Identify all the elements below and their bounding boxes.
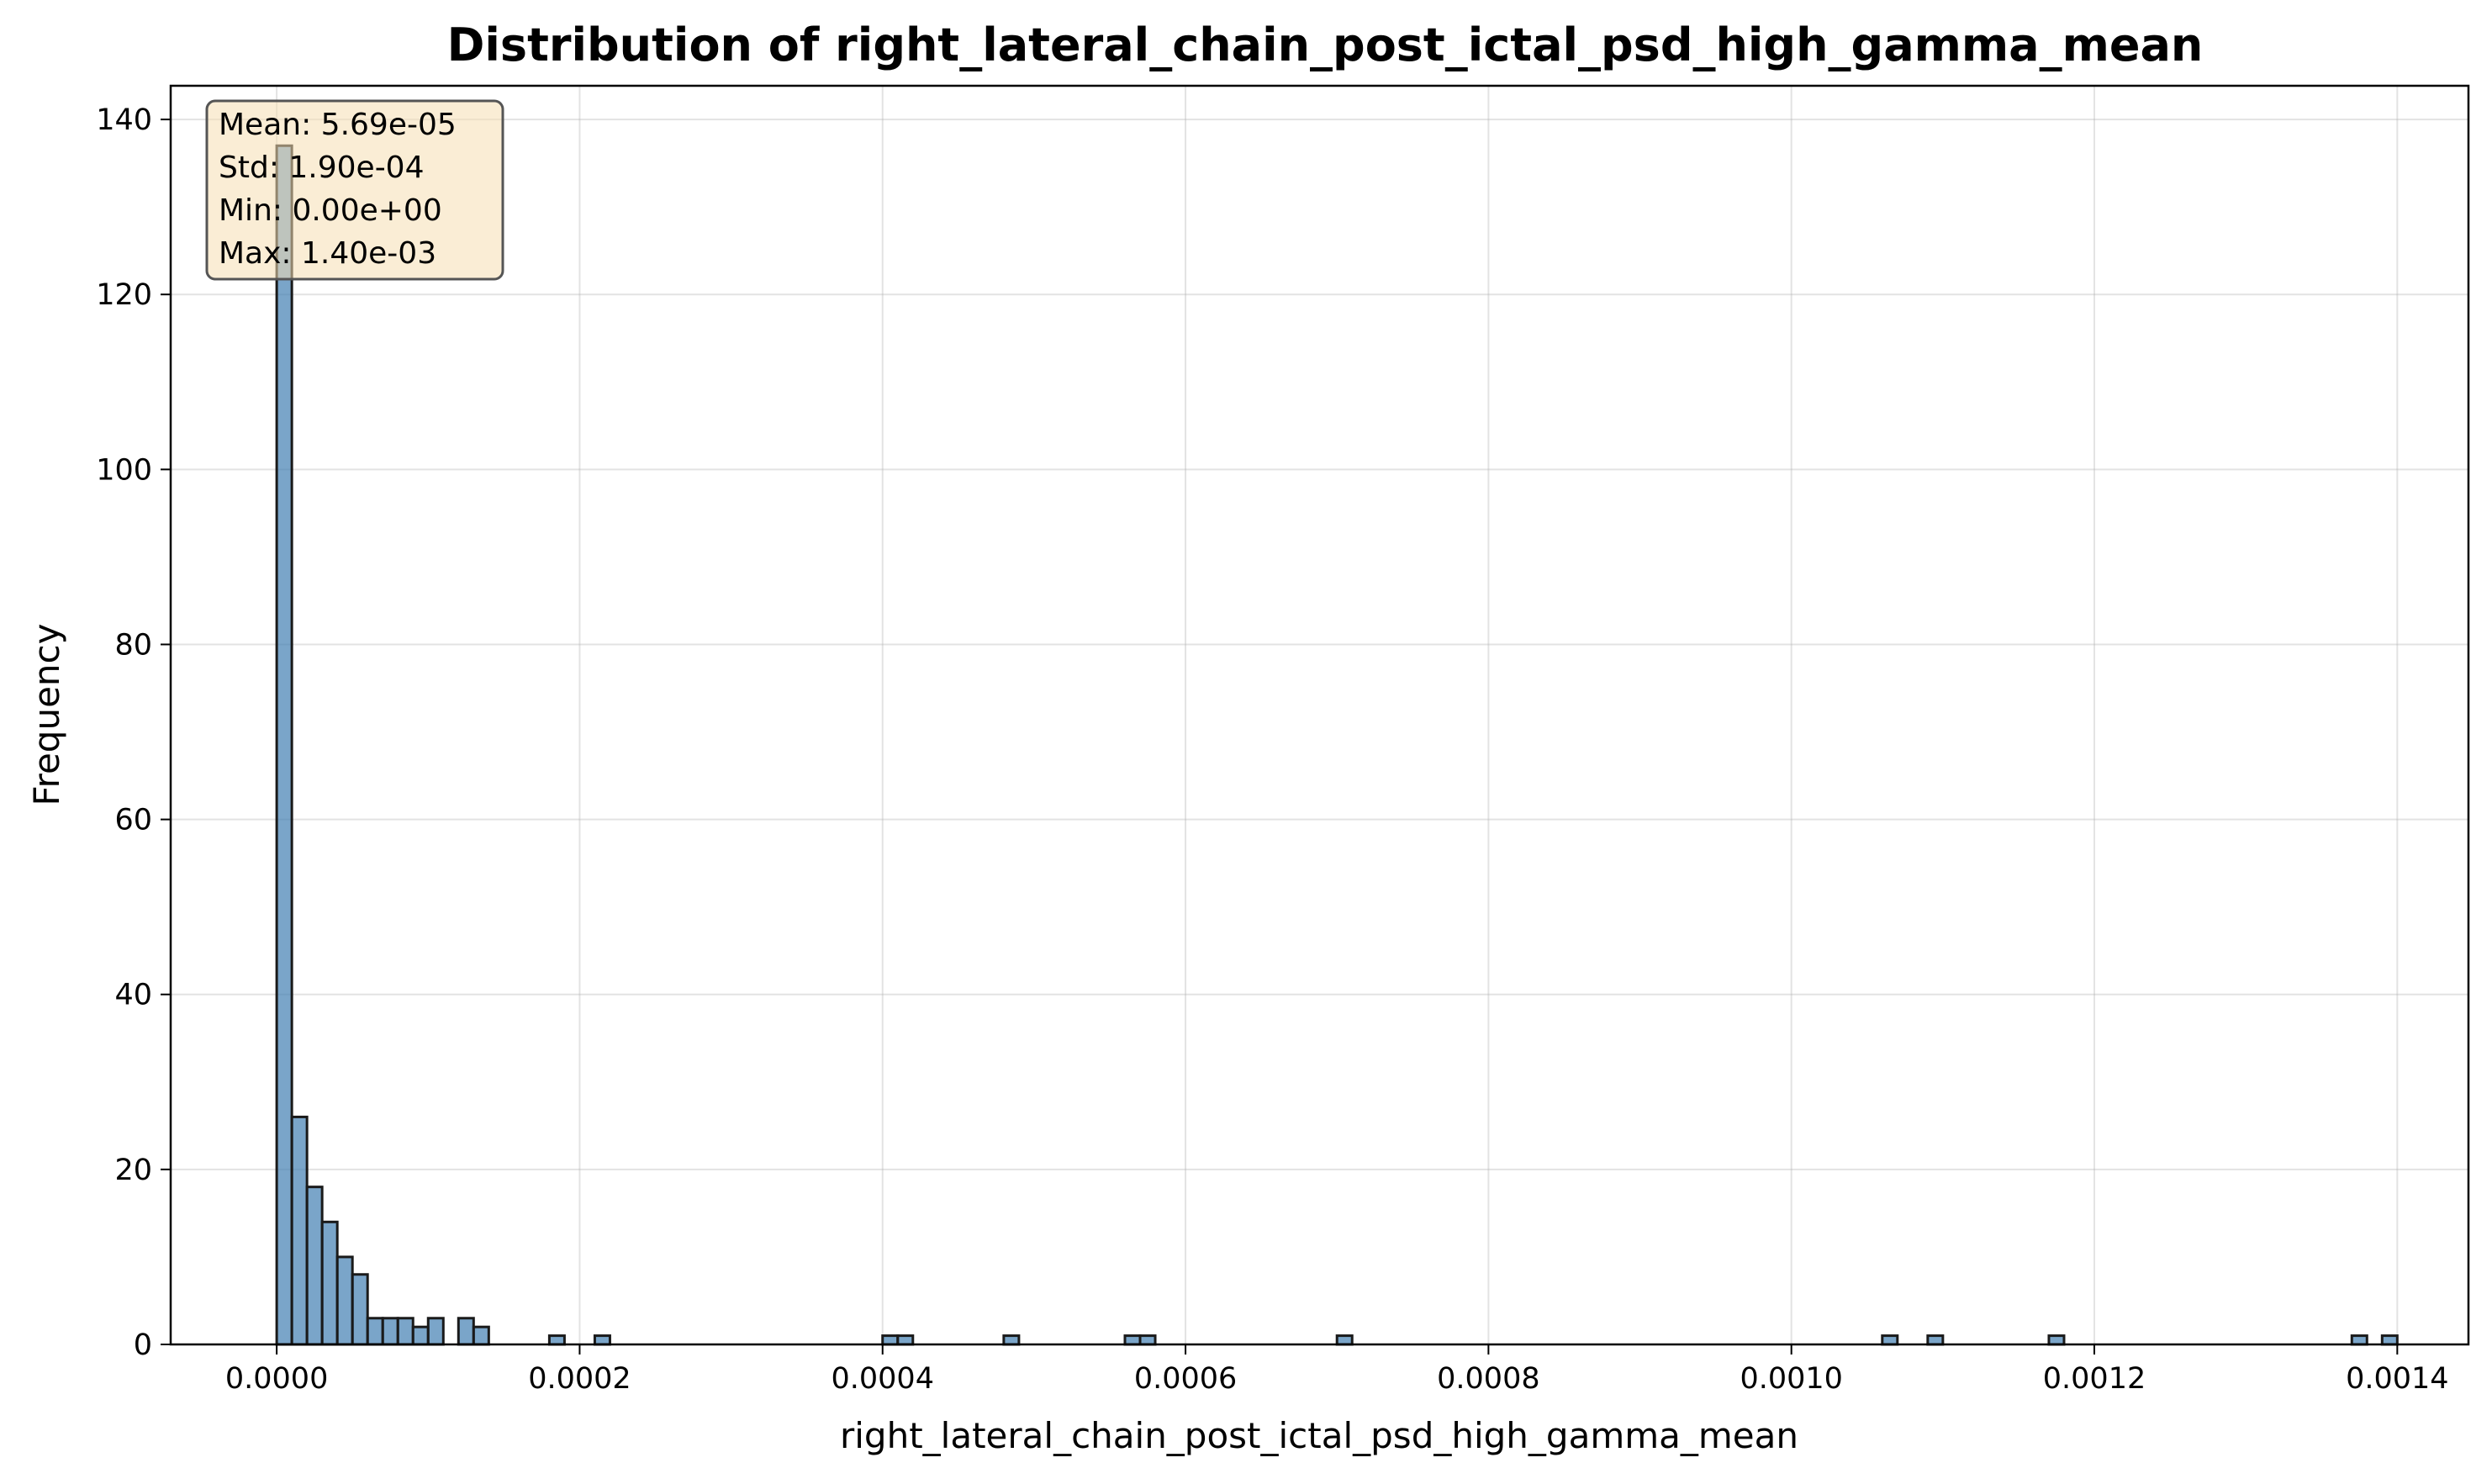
histogram-bar	[2047, 1334, 2066, 1346]
chart-title: Distribution of right_lateral_chain_post…	[447, 18, 2204, 71]
x-tick-label: 0.0002	[528, 1362, 631, 1396]
histogram-bar	[1138, 1334, 1157, 1346]
stats-std: Std: 1.90e-04	[219, 151, 425, 185]
y-tick-label: 0	[134, 1328, 152, 1362]
histogram-bar	[275, 144, 293, 1346]
y-tick-label: 140	[96, 103, 152, 137]
histogram-bar	[381, 1317, 399, 1346]
x-tick-label: 0.0010	[1740, 1362, 1842, 1396]
histogram-bar	[1002, 1334, 1021, 1346]
histogram-bar	[396, 1317, 414, 1346]
stats-min: Min: 0.00e+00	[219, 193, 442, 228]
histogram-bar	[547, 1334, 566, 1346]
stats-box: Mean: 5.69e-05 Std: 1.90e-04 Min: 0.00e+…	[205, 99, 504, 281]
y-axis-ticks: 0 20 40 60 80 100 120 140	[96, 103, 171, 1362]
histogram-bar	[2380, 1334, 2399, 1346]
histogram-bar	[351, 1273, 369, 1346]
histogram-bar	[1926, 1334, 1945, 1346]
stats-max: Max: 1.40e-03	[219, 236, 436, 271]
histogram-bar	[366, 1317, 384, 1346]
y-tick-label: 100	[96, 453, 152, 487]
histogram-bar	[1335, 1334, 1354, 1346]
histogram-bar	[305, 1186, 324, 1346]
plot-area-frame	[169, 84, 2470, 1346]
x-tick-label: 0.0012	[2043, 1362, 2146, 1396]
histogram-bar	[320, 1220, 339, 1346]
histogram-bar	[290, 1115, 309, 1346]
x-tick-label: 0.0008	[1437, 1362, 1539, 1396]
histogram-bar	[426, 1317, 445, 1346]
stats-box-background	[205, 99, 504, 281]
histogram-bar	[593, 1334, 611, 1346]
histogram-bar	[457, 1317, 475, 1346]
y-tick-label: 60	[114, 804, 152, 837]
x-axis-ticks: 0.0000 0.0002 0.0004 0.0006 0.0008 0.0010 0.00…	[225, 1344, 2449, 1396]
histogram-bar	[1881, 1334, 1899, 1346]
x-tick-label: 0.0014	[2346, 1362, 2448, 1396]
stats-mean: Mean: 5.69e-05	[219, 108, 457, 142]
x-tick-label: 0.0000	[225, 1362, 328, 1396]
x-tick-label: 0.0004	[832, 1362, 934, 1396]
y-tick-label: 120	[96, 278, 152, 312]
histogram-bar	[2350, 1334, 2368, 1346]
y-tick-label: 40	[114, 979, 152, 1012]
histogram-bar	[881, 1334, 900, 1346]
histogram-bar	[335, 1255, 354, 1346]
y-tick-label: 80	[114, 628, 152, 662]
histogram-bar	[896, 1334, 915, 1346]
histogram-bar	[1123, 1334, 1142, 1346]
y-axis-label: Frequency	[26, 624, 67, 806]
x-axis-label: right_lateral_chain_post_ictal_psd_high_…	[840, 1415, 1798, 1456]
x-tick-label: 0.0006	[1134, 1362, 1237, 1396]
y-tick-label: 20	[114, 1154, 152, 1187]
histogram-bar	[472, 1325, 490, 1346]
histogram-bar	[411, 1325, 430, 1346]
